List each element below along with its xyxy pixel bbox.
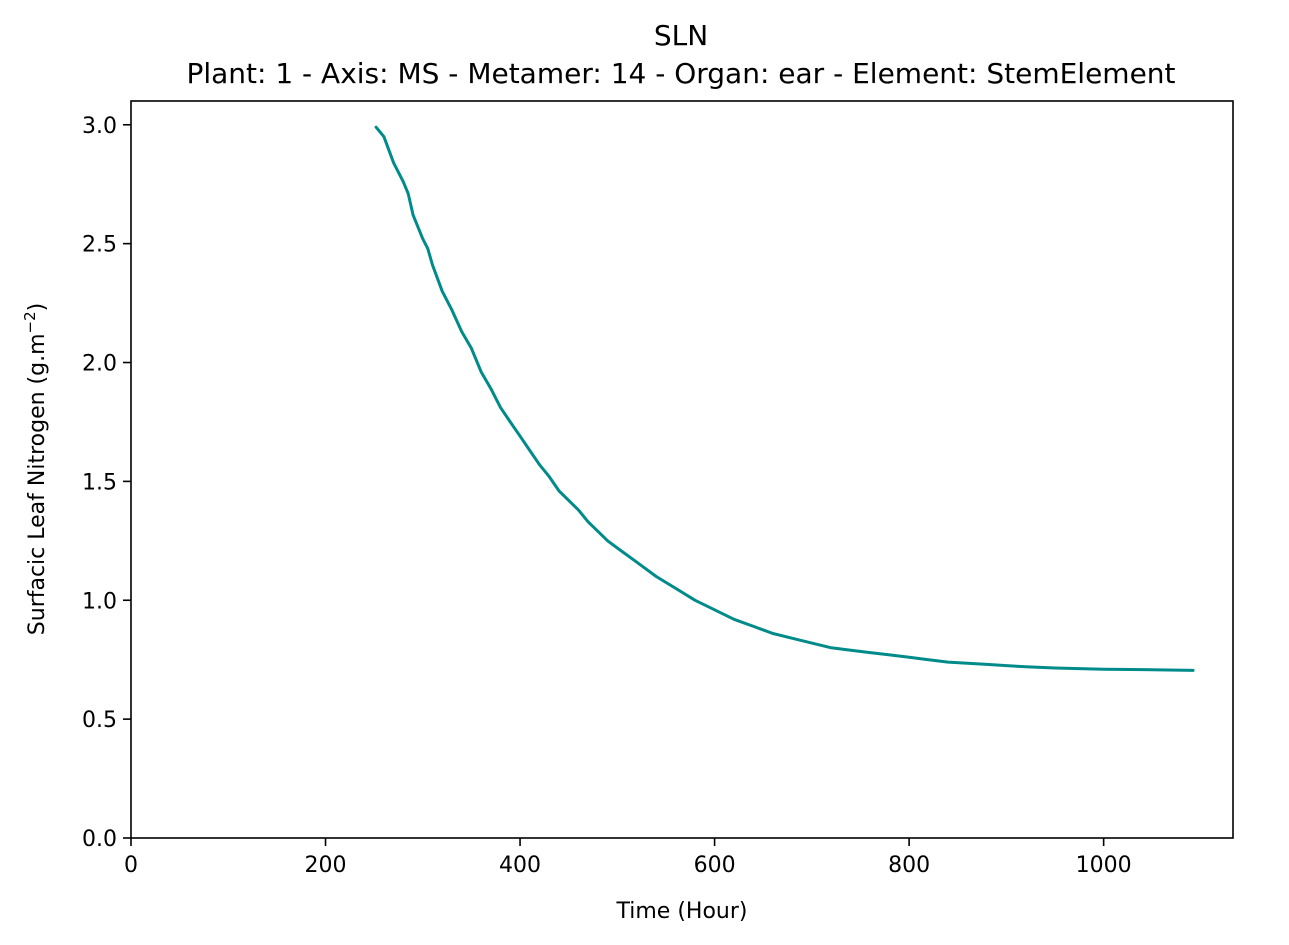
x-tick-label: 200	[305, 853, 347, 878]
chart-subtitle: Plant: 1 - Axis: MS - Metamer: 14 - Orga…	[186, 57, 1175, 90]
plot-area	[374, 125, 1195, 672]
axes-frame	[130, 100, 1234, 839]
x-tick-label: 0	[124, 853, 138, 878]
y-axis-label-main: Surfacic Leaf Nitrogen (g.m	[25, 333, 50, 635]
y-axis-label: Surfacic Leaf Nitrogen (g.m−2)	[21, 303, 50, 635]
x-tick-label: 1000	[1076, 853, 1132, 878]
y-tick-label: 1.5	[82, 470, 117, 495]
y-tick-label: 1.0	[82, 589, 117, 614]
x-tick-label: 800	[888, 853, 930, 878]
x-tick-label: 600	[694, 853, 736, 878]
sln-series-line	[374, 125, 1195, 672]
x-tick-label: 400	[499, 853, 541, 878]
axis-ticks: 0 200 400 600 800 1000 0.0 0.5 1.0 1.5 2.0 2.5 3.0	[82, 114, 1132, 878]
y-tick-label: 2.0	[82, 352, 117, 377]
y-tick-label: 0.5	[82, 708, 117, 733]
y-tick-label: 2.5	[82, 233, 117, 258]
y-axis-label-end: )	[25, 303, 50, 312]
chart-title: SLN	[654, 19, 708, 52]
y-tick-label: 3.0	[82, 114, 117, 139]
x-axis-label: Time (Hour)	[616, 899, 748, 924]
y-axis-label-superscript: −2	[21, 311, 39, 333]
y-tick-label: 0.0	[82, 827, 117, 852]
